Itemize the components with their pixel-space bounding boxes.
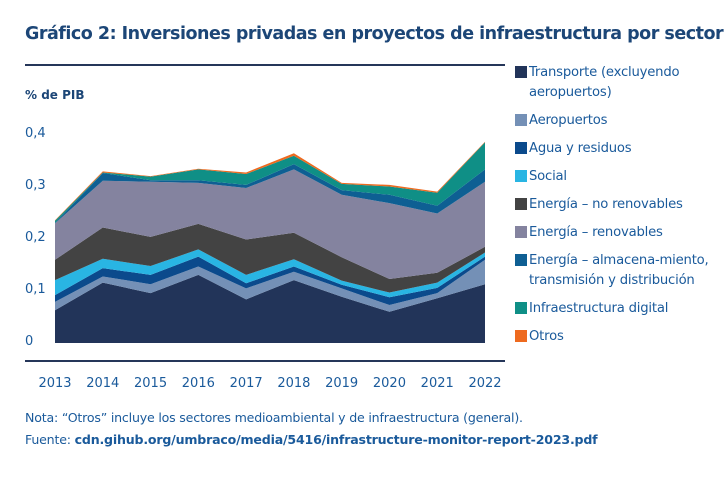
top-rule [25, 64, 505, 66]
legend-swatch [515, 330, 527, 342]
legend-item-renovables: Energía – renovables [515, 223, 720, 243]
y-tick-label: 0,4 [25, 126, 46, 141]
legend-label: Otros [529, 329, 564, 344]
y-tick-label: 0 [25, 334, 33, 349]
x-tick-label: 2022 [468, 376, 501, 391]
x-tick-label: 2017 [230, 376, 263, 391]
area-series-2 [55, 256, 485, 306]
source-link[interactable]: cdn.gihub.org/umbraco/media/5416/infrast… [74, 432, 598, 447]
legend-label: Transporte (excluyendo aeropuertos) [529, 65, 680, 100]
area-layers [55, 141, 485, 343]
x-tick-label: 2019 [325, 376, 358, 391]
y-axis-label: % de PIB [25, 88, 85, 102]
legend-item-otros: Otros [515, 327, 720, 347]
legend-swatch [515, 66, 527, 78]
area-series-5 [55, 169, 485, 280]
x-tick-label: 2013 [38, 376, 71, 391]
source-line: Fuente: cdn.gihub.org/umbraco/media/5416… [25, 429, 598, 451]
area-series-6 [55, 164, 485, 224]
area-series-3 [55, 249, 485, 298]
legend-label: Infraestructura digital [529, 301, 669, 316]
x-tick-label: 2018 [277, 376, 310, 391]
source-label: Fuente: [25, 432, 75, 447]
x-tick-label: 2016 [182, 376, 215, 391]
note-text: Nota: “Otros” incluye los sectores medio… [25, 410, 523, 425]
legend-item-agua: Agua y residuos [515, 139, 720, 159]
legend-swatch [515, 114, 527, 126]
legend-item-transporte: Transporte (excluyendo aeropuertos) [515, 63, 720, 103]
area-series-1 [55, 259, 485, 312]
legend-item-almacenamiento: Energía – almacena-miento, transmisión y… [515, 251, 720, 291]
legend-label: Social [529, 169, 567, 184]
footnotes: Nota: “Otros” incluye los sectores medio… [25, 407, 598, 451]
legend-swatch [515, 254, 527, 266]
legend-label: Energía – renovables [529, 225, 663, 240]
legend-label: Energía – almacena-miento, transmisión y… [529, 253, 709, 288]
y-tick-label: 0,3 [25, 178, 46, 193]
legend-item-social: Social [515, 167, 720, 187]
legend-swatch [515, 142, 527, 154]
x-tick-label: 2020 [373, 376, 406, 391]
legend-item-no-renovables: Energía – no renovables [515, 195, 720, 215]
legend-swatch [515, 226, 527, 238]
legend-swatch [515, 170, 527, 182]
x-tick-label: 2021 [421, 376, 454, 391]
x-tick-label: 2014 [86, 376, 119, 391]
y-tick-label: 0,1 [25, 282, 46, 297]
legend-item-digital: Infraestructura digital [515, 299, 720, 319]
y-tick-labels: 0 0,1 0,2 0,3 0,4 [25, 126, 46, 349]
x-tick-labels: 2013 2014 2015 2016 2017 2018 2019 2020 2021 2022 [38, 376, 501, 391]
legend-label: Energía – no renovables [529, 197, 683, 212]
chart-title: Gráfico 2: Inversiones privadas en proye… [25, 24, 724, 44]
x-tick-label: 2015 [134, 376, 167, 391]
area-series-4 [55, 223, 485, 293]
x-axis-rule [25, 360, 505, 362]
legend: Transporte (excluyendo aeropuertos) Aero… [515, 63, 720, 355]
legend-item-aeropuertos: Aeropuertos [515, 111, 720, 131]
legend-swatch [515, 198, 527, 210]
legend-label: Agua y residuos [529, 141, 632, 156]
legend-swatch [515, 302, 527, 314]
area-series-0 [55, 274, 485, 343]
legend-label: Aeropuertos [529, 113, 608, 128]
y-tick-label: 0,2 [25, 230, 46, 245]
